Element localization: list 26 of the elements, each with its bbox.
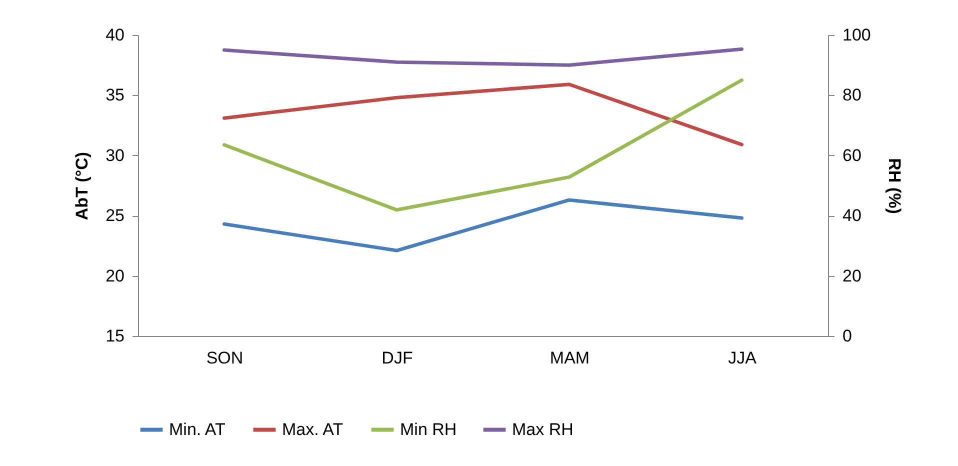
y2-axis-title: RH (%)	[884, 158, 904, 214]
x-tick-label: DJF	[382, 348, 413, 368]
y-tick-label: 15	[106, 326, 124, 346]
x-tick-label: SON	[206, 348, 244, 368]
y2-tick-label: 20	[842, 266, 862, 286]
line-series	[222, 198, 744, 252]
y-tick-label: 30	[106, 146, 124, 165]
x-tick-label: MAM	[550, 348, 590, 368]
y-tick-label: 35	[106, 86, 124, 105]
y2-tick-label: 60	[842, 146, 862, 165]
y2-tick-label: 0	[842, 326, 852, 346]
y-axis-title: AbT (°C)	[72, 152, 92, 220]
x-tick-label: JJA	[728, 348, 758, 368]
y-tick-label: 40	[106, 26, 124, 44]
y2-tick-label: 80	[842, 86, 862, 105]
line-series	[222, 47, 744, 67]
line-series	[222, 82, 744, 146]
line-series	[222, 78, 744, 212]
legend-label: Max. AT	[282, 420, 344, 439]
legend-label: Min RH	[400, 420, 457, 439]
legend-label: Max RH	[512, 420, 574, 439]
y-tick-label: 25	[106, 206, 124, 226]
y2-tick-label: 40	[842, 206, 862, 226]
y2-tick-label: 100	[842, 26, 871, 44]
y-tick-label: 20	[106, 266, 124, 286]
legend-label: Min. AT	[169, 420, 226, 439]
